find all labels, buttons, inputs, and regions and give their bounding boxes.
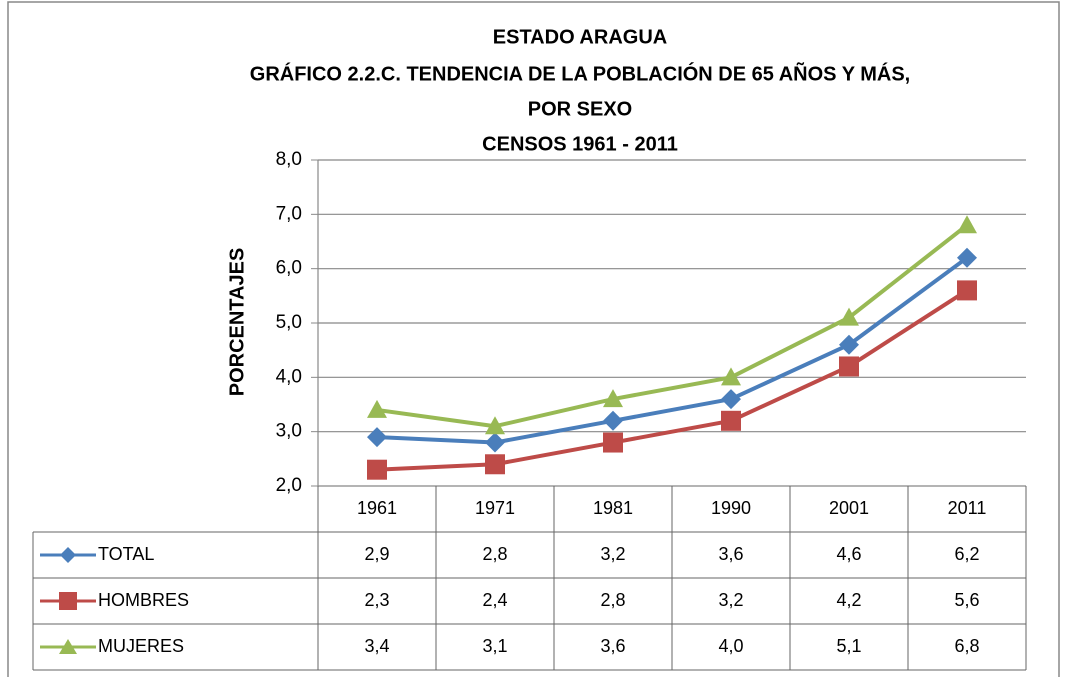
table-value: 5,6	[954, 590, 979, 610]
y-tick-label: 5,0	[276, 312, 302, 333]
series-line	[376, 223, 969, 429]
x-tick-label: 1981	[593, 498, 633, 518]
table-value: 3,6	[600, 636, 625, 656]
marker	[367, 399, 387, 418]
marker	[839, 334, 859, 355]
marker	[367, 427, 387, 448]
table-value: 3,1	[482, 636, 507, 656]
table-value: 3,4	[364, 636, 389, 656]
table-value: 2,8	[482, 544, 507, 564]
x-tick-label: 1990	[711, 498, 751, 518]
y-axis-label: PORCENTAJES	[226, 248, 248, 397]
marker	[721, 410, 741, 431]
table-value: 6,2	[954, 544, 979, 564]
x-tick-label: 2011	[948, 498, 987, 518]
x-tick-label: 2001	[829, 498, 869, 518]
marker	[721, 389, 741, 410]
marker	[603, 410, 623, 431]
marker	[957, 215, 977, 234]
x-tick-label: 1971	[475, 498, 515, 518]
table-value: 3,2	[718, 590, 743, 610]
table-value: 2,8	[600, 590, 625, 610]
table-value: 6,8	[954, 636, 979, 656]
chart-title: POR SEXO	[528, 98, 632, 120]
marker	[485, 416, 505, 435]
legend-label: HOMBRES	[98, 590, 189, 610]
legend-label: TOTAL	[98, 544, 154, 564]
marker	[957, 247, 977, 268]
y-tick-label: 7,0	[276, 203, 302, 224]
series-line	[376, 256, 969, 445]
marker	[367, 459, 387, 480]
chart-title: GRÁFICO 2.2.C. TENDENCIA DE LA POBLACIÓN…	[250, 61, 910, 85]
legend-label: MUJERES	[98, 636, 184, 656]
marker	[485, 454, 505, 475]
y-tick-label: 3,0	[276, 421, 302, 442]
marker	[603, 389, 623, 408]
marker	[721, 367, 741, 386]
chart-title: ESTADO ARAGUA	[493, 26, 667, 48]
table-value: 2,3	[364, 590, 389, 610]
table-value: 2,4	[482, 590, 507, 610]
series-line	[376, 288, 969, 472]
marker	[839, 356, 859, 377]
table-value: 3,6	[718, 544, 743, 564]
table-value: 4,0	[718, 636, 743, 656]
y-tick-label: 8,0	[276, 149, 302, 170]
legend-marker	[59, 592, 77, 610]
x-tick-label: 1961	[357, 498, 397, 518]
marker	[603, 432, 623, 453]
table-value: 5,1	[836, 636, 861, 656]
table-value: 4,2	[836, 590, 861, 610]
chart-title: CENSOS 1961 - 2011	[482, 133, 678, 155]
y-tick-label: 2,0	[276, 475, 302, 496]
legend-marker	[60, 547, 76, 563]
table-value: 2,9	[364, 544, 389, 564]
chart-border	[7, 1, 1060, 677]
y-tick-label: 6,0	[276, 258, 302, 279]
y-tick-label: 4,0	[276, 366, 302, 387]
marker	[485, 432, 505, 453]
marker	[957, 280, 977, 301]
marker	[839, 307, 859, 326]
table-value: 3,2	[600, 544, 625, 564]
legend-marker	[59, 639, 77, 654]
table-value: 4,6	[836, 544, 861, 564]
